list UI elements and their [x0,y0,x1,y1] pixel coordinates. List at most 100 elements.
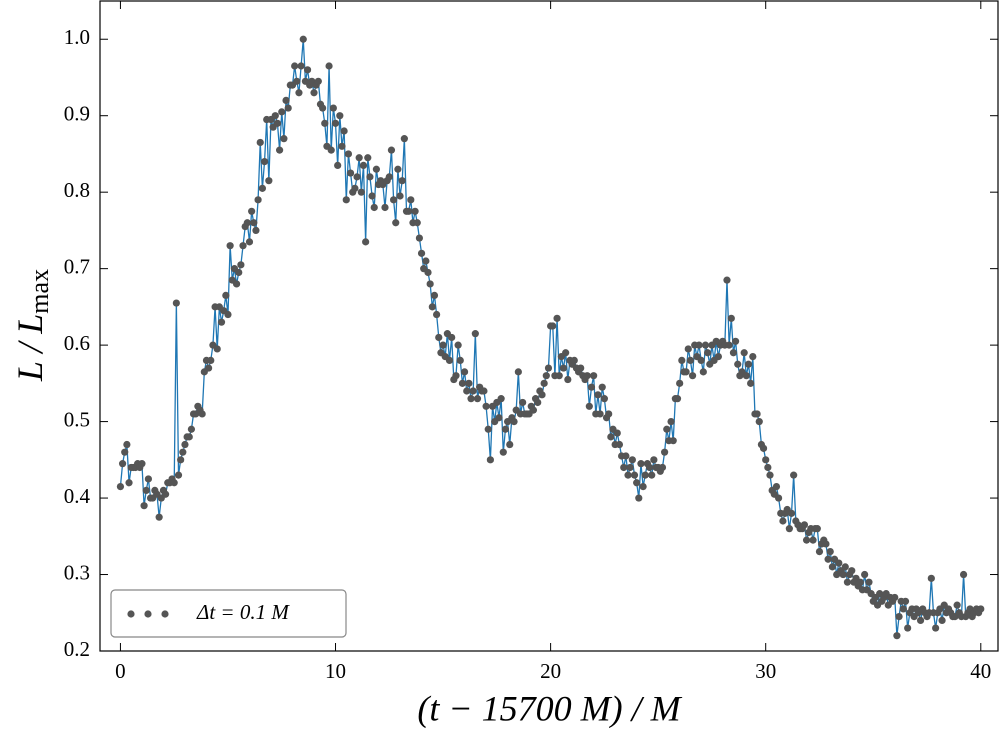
data-point [699,368,707,376]
data-point [779,517,787,525]
legend-marker [144,610,152,618]
data-point [258,184,266,192]
data-point [605,410,613,418]
data-point [254,196,262,204]
data-point [802,536,811,544]
data-point [916,616,925,625]
data-point [174,471,183,479]
data-point [577,364,585,372]
data-point [755,417,763,426]
legend-box [110,589,347,638]
x-tick-label: 0 [115,659,126,683]
data-point [499,448,507,456]
data-point [686,356,695,365]
legend-label: Δt = 0.1 M [196,600,290,624]
data-point [116,482,125,491]
x-tick-label: 40 [970,659,991,683]
data-point [747,379,755,387]
data-point [458,379,467,387]
series-line [119,39,982,636]
data-point [338,142,346,150]
data-point [463,387,471,395]
data-point [704,349,712,357]
y-tick-label: 0.4 [64,484,91,508]
x-tick-label: 30 [755,659,776,683]
data-point [635,494,643,502]
data-point [891,593,899,602]
y-tick-label: 0.2 [64,637,90,661]
data-point [648,471,656,479]
data-point [824,555,832,563]
data-point [299,35,307,43]
data-point [669,437,677,445]
data-point [861,570,869,579]
data-point [822,540,830,548]
data-point [389,196,398,204]
data-point [678,356,686,365]
y-tick-label: 0.7 [64,254,90,278]
data-point [170,479,178,487]
data-point [336,112,344,120]
data-point [555,372,563,380]
data-point [224,310,232,319]
plot-frame [99,0,999,652]
data-point [265,177,273,185]
data-point [340,127,348,135]
data-point [342,196,350,204]
data-point [411,207,419,215]
data-point [118,460,127,468]
data-point [667,417,675,426]
data-point [725,341,733,349]
data-point [424,268,432,277]
data-point [785,525,793,533]
data-point [506,440,514,449]
data-point [359,161,368,170]
data-point [927,574,935,582]
data-point [501,425,510,433]
data-point [865,578,873,586]
data-point [742,372,750,380]
data-point [484,425,492,433]
data-point [787,509,796,517]
data-point [753,410,761,418]
data-point [682,368,690,376]
data-point [467,395,475,403]
data-point [413,219,421,227]
data-point [273,119,282,127]
data-point [663,425,671,433]
data-point [645,463,654,472]
data-point [435,333,443,342]
data-point [398,177,406,185]
data-point [622,452,630,460]
y-tick-label: 0.5 [64,407,90,431]
data-point [843,578,852,586]
data-point [587,383,596,391]
data-point [473,395,482,403]
data-point [396,192,404,200]
data-point [217,318,226,326]
data-point [562,349,570,357]
data-point [856,578,864,586]
data-point [250,219,258,227]
data-point [235,268,243,277]
data-point [596,410,604,418]
data-point [321,119,329,127]
data-point [727,314,735,322]
data-point [357,188,365,196]
data-point [362,238,370,246]
data-point [684,345,692,353]
data-point [162,490,170,498]
data-point [370,203,378,212]
data-point [480,387,488,395]
data-point [366,173,374,181]
data-point [553,314,561,322]
data-point [456,356,464,365]
x-tick-label: 20 [540,659,561,683]
data-point [486,456,494,464]
x-axis-label: (t − 15700 M) / M [417,688,682,728]
data-point [243,219,251,227]
y-tick-label: 0.3 [64,560,90,584]
data-point [744,360,753,368]
data-point [198,410,206,418]
data-point [433,310,441,319]
